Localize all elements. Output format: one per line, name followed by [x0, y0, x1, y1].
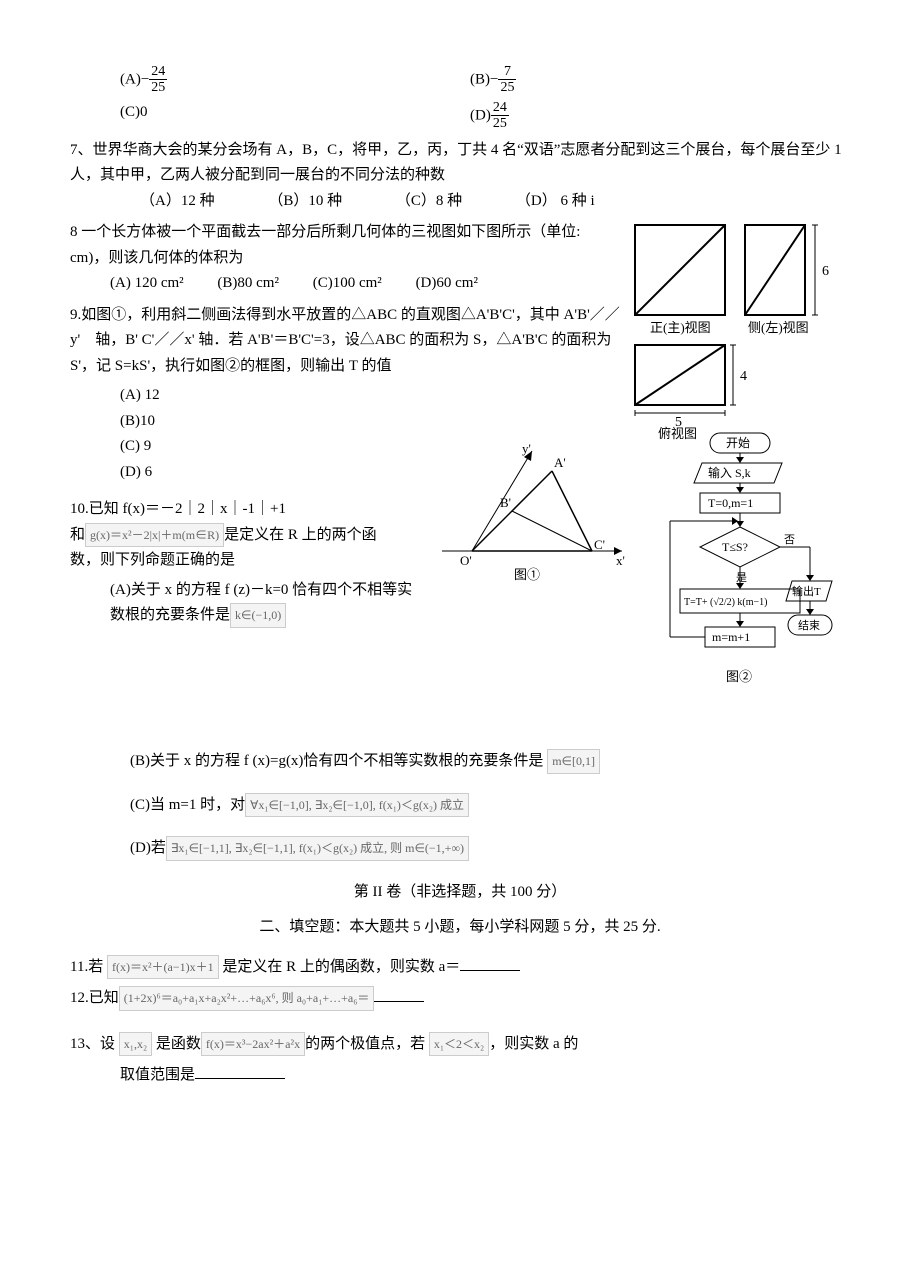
q6-optB-den: 25: [498, 80, 516, 95]
q13-line2-wrap: 取值范围是: [120, 1063, 850, 1089]
q6-optA-sign: −: [141, 71, 149, 87]
q6-optB: (B)−725: [470, 64, 516, 96]
q11: 11.若 f(x)＝x²＋(a−1)x＋1 是定义在 R 上的偶函数，则实数 a…: [70, 955, 850, 981]
q7-text: 7、世界华商大会的某分会场有 A，B，C，将甲，乙，丙，丁共 4 名“双语”志愿…: [70, 138, 850, 189]
q6-optA-label: (A): [120, 71, 141, 87]
q6-optC: (C)0: [120, 100, 470, 132]
flow-start: 开始: [726, 436, 750, 450]
q7: 7、世界华商大会的某分会场有 A，B，C，将甲，乙，丙，丁共 4 名“双语”志愿…: [70, 138, 850, 215]
q6-optB-sign: −: [490, 71, 498, 87]
q11-prefix: 11.若: [70, 959, 103, 975]
q6-optD-den: 25: [491, 116, 509, 131]
view-d: 4: [740, 369, 747, 384]
q11-blank: [460, 955, 520, 971]
q12-expr: (1+2x)⁶＝a₀+a₁x+a₂x²+…+a₆x⁶, 则 a₀+a₁+…+a₆…: [119, 986, 375, 1010]
q6-optC-label: (C): [120, 104, 140, 120]
flow-update: T=T+ (√2/2) k(m−1): [684, 597, 768, 608]
fig1-C: C': [594, 537, 605, 552]
flow-inc: m=m+1: [712, 630, 750, 644]
q8-optC: (C)100 cm²: [313, 275, 382, 291]
fig1-A: A': [554, 455, 566, 470]
q6-optC-text: 0: [140, 104, 148, 120]
q6-optB-frac: 725: [498, 64, 516, 96]
q10-line2-prefix: 和: [70, 527, 85, 543]
q6-optB-num: 7: [498, 64, 516, 80]
q8-optD: (D)60 cm²: [416, 275, 478, 291]
q11-suffix: 是定义在 R 上的偶函数，则实数 a＝: [222, 959, 460, 975]
fig1-x: x': [616, 553, 625, 568]
q6-row1: (A)−2425 (B)−725: [120, 64, 850, 96]
section2-header: 第 II 卷（非选择题，共 100 分）: [70, 880, 850, 906]
q10-optD-prefix: (D)若: [130, 840, 166, 856]
view-front: 正(主)视图: [650, 320, 711, 335]
q13-expr: f(x)＝x³−2ax²＋a²x: [201, 1032, 305, 1056]
q13-cond: x₁＜2＜x₂: [429, 1032, 489, 1056]
q13-blank: [195, 1063, 285, 1079]
fig1-B: B': [500, 495, 511, 510]
q10-optA-expr: k∈(−1,0): [230, 603, 286, 627]
view-side: 侧(左)视图: [748, 320, 809, 335]
q11-expr: f(x)＝x²＋(a−1)x＋1: [107, 955, 219, 979]
q6-optD-num: 24: [491, 100, 509, 116]
q6-optB-label: (B): [470, 71, 490, 87]
flow-no: 否: [784, 534, 795, 546]
q12-blank: [374, 986, 424, 1002]
q10-line2-suffix: 是定义在 R 上的两个函: [224, 527, 377, 543]
q10-optB-prefix: (B)关于 x 的方程 f (x)=g(x)恰有四个不相等实数根的充要条件是: [130, 753, 543, 769]
q7-options: （A）12 种 （B）10 种 （C）8 种 （D） 6 种 i: [140, 189, 850, 215]
q13-line2: 取值范围是: [120, 1067, 195, 1083]
fig1-caption: 图①: [514, 567, 540, 581]
flow-cond: T≤S?: [722, 540, 748, 554]
q10-optB-expr: m∈[0,1]: [547, 749, 600, 773]
q7-optD: （D） 6 种 i: [516, 193, 595, 209]
q12-prefix: 12.已知: [70, 990, 119, 1006]
q10-g-expr: g(x)＝x²－2|x|＋m(m∈R): [85, 523, 224, 547]
q7-optB: （B）10 种: [268, 193, 342, 209]
q13-suffix2: ，则实数 a 的: [489, 1036, 578, 1052]
q6-optA: (A)−2425: [120, 64, 470, 96]
q6-optD-label: (D): [470, 107, 491, 123]
three-view-svg: 6 正(主)视图 侧(左)视图 4 5 俯视图: [630, 220, 850, 440]
q6-optA-frac: 2425: [149, 64, 167, 96]
q6-optA-num: 24: [149, 64, 167, 80]
view-h: 6: [822, 264, 829, 279]
q10-optC-prefix: (C)当 m=1 时，对: [130, 797, 245, 813]
flow-end: 结束: [798, 619, 820, 632]
q13-prefix: 13、设: [70, 1036, 115, 1052]
fig1-svg: O' A' B' C' y' x' 图①: [422, 441, 632, 581]
q8-optB: (B)80 cm²: [217, 275, 279, 291]
q7-optA: （A）12 种: [140, 193, 215, 209]
q13-mid: 是函数: [156, 1036, 201, 1052]
q10-optD-expr: ∃x₁∈[−1,1], ∃x₂∈[−1,1], f(x₁)＜g(x₂) 成立, …: [166, 836, 469, 860]
q12: 12.已知(1+2x)⁶＝a₀+a₁x+a₂x²+…+a₆x⁶, 则 a₀+a₁…: [70, 986, 850, 1012]
q6-optD-frac: 2425: [491, 100, 509, 132]
flow-caption: 图②: [726, 669, 752, 684]
fig1-O: O': [460, 553, 472, 568]
q10-optB: (B)关于 x 的方程 f (x)=g(x)恰有四个不相等实数根的充要条件是 m…: [130, 749, 850, 775]
q6-optA-den: 25: [149, 80, 167, 95]
flow-output: 输出T: [792, 584, 821, 598]
q13: 13、设 x₁,x₂ 是函数f(x)＝x³−2ax²＋a²x的两个极值点，若 x…: [70, 1032, 850, 1089]
q10-optC-expr: ∀x₁∈[−1,0], ∃x₂∈[−1,0], f(x₁)＜g(x₂) 成立: [245, 793, 469, 817]
q6-optD: (D)2425: [470, 100, 509, 132]
fig1-y: y': [522, 441, 531, 456]
q13-vars: x₁,x₂: [119, 1032, 152, 1056]
flowchart-figure: 开始 输入 S,k T=0,m=1 T≤S? 是 否 输出T 结束 T=T+ (…: [650, 431, 850, 731]
three-view-figure: 6 正(主)视图 侧(左)视图 4 5 俯视图: [630, 220, 850, 440]
q7-optC: （C）8 种: [396, 193, 462, 209]
q10-optD: (D)若∃x₁∈[−1,1], ∃x₂∈[−1,1], f(x₁)＜g(x₂) …: [130, 836, 850, 862]
q8-optA: (A) 120 cm²: [110, 275, 184, 291]
section2-sub: 二、填空题：本大题共 5 小题，每小学科网题 5 分，共 25 分.: [70, 915, 850, 941]
flow-input: 输入 S,k: [708, 465, 751, 480]
q6-row2: (C)0 (D)2425: [120, 100, 850, 132]
q10-optC: (C)当 m=1 时，对∀x₁∈[−1,0], ∃x₂∈[−1,0], f(x₁…: [130, 793, 850, 819]
flow-init: T=0,m=1: [708, 496, 753, 510]
flow-yes: 是: [736, 571, 747, 584]
fig1: O' A' B' C' y' x' 图①: [422, 441, 632, 581]
q13-suffix1: 的两个极值点，若: [305, 1036, 425, 1052]
flowchart-svg: 开始 输入 S,k T=0,m=1 T≤S? 是 否 输出T 结束 T=T+ (…: [650, 431, 850, 731]
